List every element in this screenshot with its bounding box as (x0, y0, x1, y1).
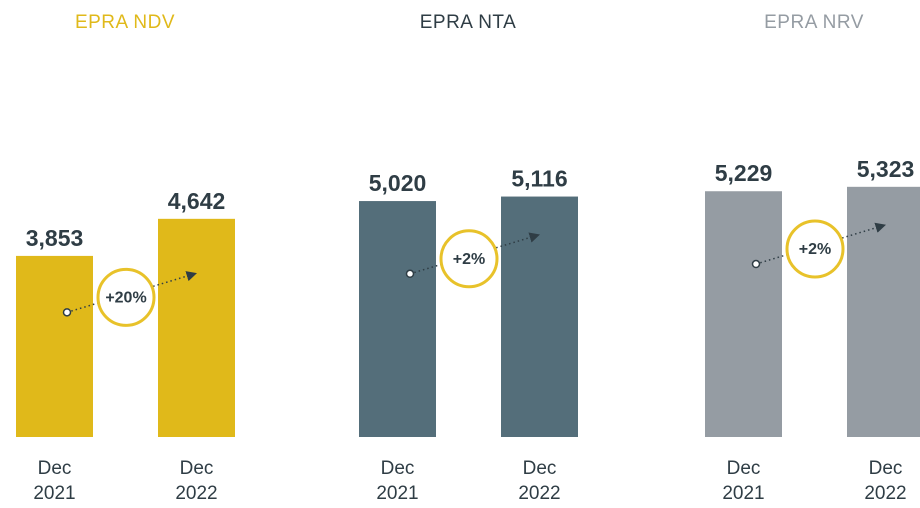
trend-start (62, 308, 72, 317)
value-label: 5,323 (857, 156, 915, 182)
x-tick-label: Dec 2022 (518, 458, 561, 504)
bar (158, 218, 235, 437)
x-tick-label: Dec 2021 (376, 458, 419, 504)
value-label: 3,853 (26, 225, 84, 251)
value-label: 5,229 (715, 160, 773, 186)
value-label: 5,020 (369, 170, 427, 196)
trend-start (751, 259, 761, 269)
change-label: +2% (799, 241, 831, 258)
trend-start (405, 269, 415, 279)
value-label: 4,642 (168, 188, 226, 214)
x-tick-label: Dec 2022 (175, 458, 218, 504)
bar (359, 201, 436, 437)
change-label: +20% (105, 290, 146, 307)
change-badge (785, 219, 845, 279)
panel-title: EPRA NDV (74, 12, 176, 33)
bar (847, 186, 920, 437)
bar (16, 255, 93, 437)
x-tick-label: Dec 2021 (33, 458, 76, 504)
x-tick-label: Dec 2021 (722, 458, 765, 504)
change-badge (439, 229, 499, 289)
bar (501, 196, 578, 437)
panel-title: EPRA NTA (419, 12, 517, 33)
value-label: 5,116 (511, 166, 567, 192)
change-badge (96, 267, 156, 327)
x-tick-label: Dec 2022 (864, 458, 907, 504)
change-label: +2% (453, 251, 485, 268)
panel-title: EPRA NRV (764, 12, 864, 33)
bar (705, 191, 782, 437)
